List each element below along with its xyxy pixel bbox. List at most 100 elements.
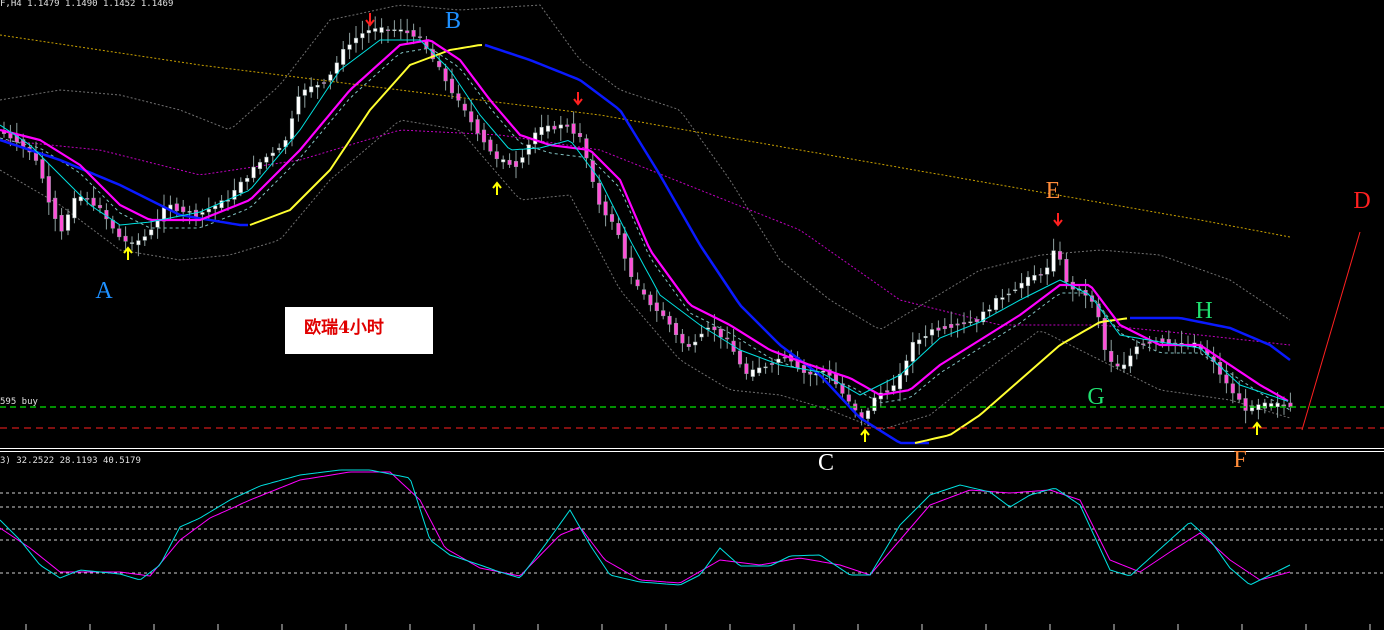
candle-body bbox=[341, 49, 346, 65]
candle-body bbox=[187, 211, 192, 213]
candle-body bbox=[1281, 404, 1287, 407]
candle-body bbox=[693, 341, 698, 346]
candle-body bbox=[270, 152, 275, 156]
candle-body bbox=[334, 62, 339, 74]
mid-ma-dotted bbox=[0, 129, 1291, 346]
wave-label-d: D bbox=[1353, 188, 1370, 214]
candle-body bbox=[1045, 267, 1050, 275]
projection-line-to-d bbox=[1301, 231, 1361, 431]
caption-text: 欧瑞4小时 bbox=[304, 318, 384, 338]
candle-body bbox=[949, 324, 954, 328]
candle-body bbox=[917, 339, 922, 345]
candle-body bbox=[360, 33, 365, 39]
candle-body bbox=[1096, 303, 1101, 318]
candle-body bbox=[712, 326, 717, 331]
stochastic-oscillator bbox=[0, 469, 1291, 586]
candle-body bbox=[673, 322, 679, 336]
candle-body bbox=[232, 190, 237, 200]
candle-body bbox=[968, 321, 973, 324]
candle-body bbox=[936, 327, 941, 331]
candle-body bbox=[1032, 275, 1037, 281]
candle-body bbox=[974, 319, 979, 323]
candle-body bbox=[507, 159, 512, 165]
candle-body bbox=[923, 336, 928, 339]
candle-body bbox=[123, 235, 128, 242]
down-arrow-icon bbox=[573, 92, 583, 106]
candle-body bbox=[1141, 343, 1146, 345]
candle-body bbox=[865, 410, 871, 419]
candle-body bbox=[1019, 282, 1024, 289]
candle-body bbox=[251, 166, 256, 179]
candle-body bbox=[321, 82, 327, 84]
candle-body bbox=[942, 326, 947, 330]
candle-body bbox=[181, 206, 186, 213]
candle-body bbox=[328, 74, 333, 81]
candle-body bbox=[910, 341, 915, 362]
candle-body bbox=[46, 176, 51, 203]
candle-body bbox=[97, 205, 103, 209]
candle-body bbox=[750, 369, 755, 377]
candle-body bbox=[661, 310, 666, 317]
candle-body bbox=[315, 85, 320, 88]
candle-body bbox=[1256, 404, 1261, 410]
candle-body bbox=[1249, 405, 1255, 412]
price-header: F,H4 1.1479 1.1490 1.1452 1.1469 bbox=[0, 0, 173, 9]
buy-line-label: 595 buy bbox=[0, 397, 39, 407]
candle-body bbox=[193, 209, 199, 218]
candle-body bbox=[885, 390, 890, 393]
candle-body bbox=[91, 197, 96, 206]
candle-body bbox=[718, 328, 723, 338]
candle-body bbox=[53, 197, 58, 219]
slow-ma-blue-3 bbox=[1130, 316, 1291, 361]
candle-body bbox=[603, 201, 608, 216]
candle-body bbox=[245, 178, 250, 182]
candle-body bbox=[449, 78, 455, 94]
candle-body bbox=[539, 127, 544, 135]
candle-body bbox=[1160, 338, 1165, 344]
candle-body bbox=[577, 133, 583, 137]
candle-body bbox=[782, 356, 787, 359]
candle-body bbox=[405, 30, 410, 34]
candle-body bbox=[353, 37, 359, 44]
candle-body bbox=[1089, 295, 1095, 302]
candle-body bbox=[373, 28, 378, 32]
fast-ma-cyan bbox=[0, 39, 1289, 402]
candle-body bbox=[654, 302, 659, 312]
candle-body bbox=[481, 129, 487, 143]
candle-body bbox=[609, 214, 615, 222]
candle-body bbox=[469, 111, 474, 123]
candle-body bbox=[462, 103, 467, 111]
candle-body bbox=[1038, 274, 1043, 276]
candle-body bbox=[680, 333, 685, 344]
candle-body bbox=[129, 242, 135, 244]
slow-ma-yellow-2 bbox=[914, 317, 1128, 444]
candle-body bbox=[545, 125, 551, 132]
candle-body bbox=[821, 370, 826, 373]
candle-body bbox=[379, 27, 384, 33]
candle-body bbox=[513, 161, 519, 167]
slow-ma-blue-2 bbox=[484, 43, 929, 445]
candle-body bbox=[289, 118, 295, 140]
bollinger-bands bbox=[0, 4, 1291, 430]
candle-body bbox=[1269, 403, 1274, 407]
candle-body bbox=[878, 392, 883, 400]
candle-body bbox=[296, 96, 301, 115]
candle-body bbox=[40, 159, 45, 179]
candle-body bbox=[302, 89, 307, 96]
candle-body bbox=[366, 30, 371, 34]
candle-body bbox=[686, 343, 691, 347]
candle-body bbox=[238, 181, 243, 194]
candle-body bbox=[846, 394, 851, 402]
candle-body bbox=[174, 203, 179, 211]
candle-body bbox=[1064, 259, 1069, 283]
candle-body bbox=[200, 212, 205, 215]
candle-body bbox=[1134, 346, 1139, 355]
candle-body bbox=[213, 205, 218, 210]
candle-body bbox=[520, 157, 525, 163]
wave-label-h: H bbox=[1195, 298, 1212, 324]
candle-body bbox=[1128, 355, 1133, 367]
candle-body bbox=[117, 228, 122, 238]
candle-body bbox=[85, 198, 90, 200]
candle-body bbox=[533, 132, 538, 145]
